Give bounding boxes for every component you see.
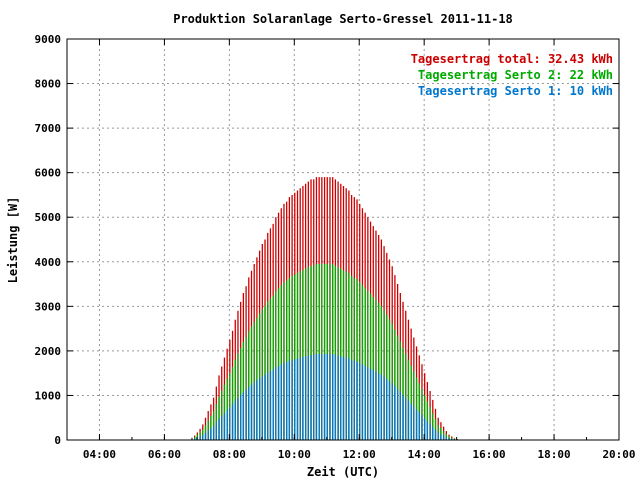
y-axis-ticks: 0 1000 2000 3000 4000 5000 6000 7000 8000 9000: [35, 33, 619, 447]
y-tick-label: 3000: [35, 300, 62, 313]
y-tick-label: 9000: [35, 33, 62, 46]
x-tick-label: 04:00: [83, 448, 116, 461]
x-tick-label: 16:00: [473, 448, 506, 461]
plot-frame: [66, 38, 620, 441]
x-axis-label: Zeit (UTC): [307, 465, 379, 479]
y-tick-label: 0: [54, 434, 61, 447]
y-tick-label: 2000: [35, 345, 62, 358]
chart-title: Produktion Solaranlage Serto-Gressel 201…: [173, 12, 513, 26]
y-tick-label: 5000: [35, 211, 62, 224]
y-tick-label: 6000: [35, 167, 62, 180]
x-tick-label: 20:00: [602, 448, 635, 461]
x-axis-ticks: 04:00 06:00 08:00 10:00 12:00 14:00 16:00 18:00…: [66, 39, 636, 461]
y-tick-label: 4000: [35, 256, 62, 269]
x-tick-label: 18:00: [537, 448, 570, 461]
x-tick-label: 06:00: [148, 448, 181, 461]
legend-entry: Tagesertrag Serto 2: 22 kWh: [418, 68, 613, 82]
x-tick-label: 12:00: [343, 448, 376, 461]
x-tick-label: 14:00: [408, 448, 441, 461]
y-axis-label: Leistung [W]: [6, 197, 20, 284]
x-tick-label: 08:00: [213, 448, 246, 461]
series-serto-1: [191, 354, 461, 440]
y-tick-label: 1000: [35, 389, 62, 402]
bars-group: [191, 177, 461, 440]
y-tick-label: 7000: [35, 122, 62, 135]
legend-entry: Tagesertrag Serto 1: 10 kWh: [418, 84, 613, 98]
legend-entry: Tagesertrag total: 32.43 kWh: [411, 52, 613, 66]
x-tick-label: 10:00: [278, 448, 311, 461]
legend: Tagesertrag total: 32.43 kWh Tagesertrag …: [411, 52, 613, 98]
y-tick-label: 8000: [35, 78, 62, 91]
